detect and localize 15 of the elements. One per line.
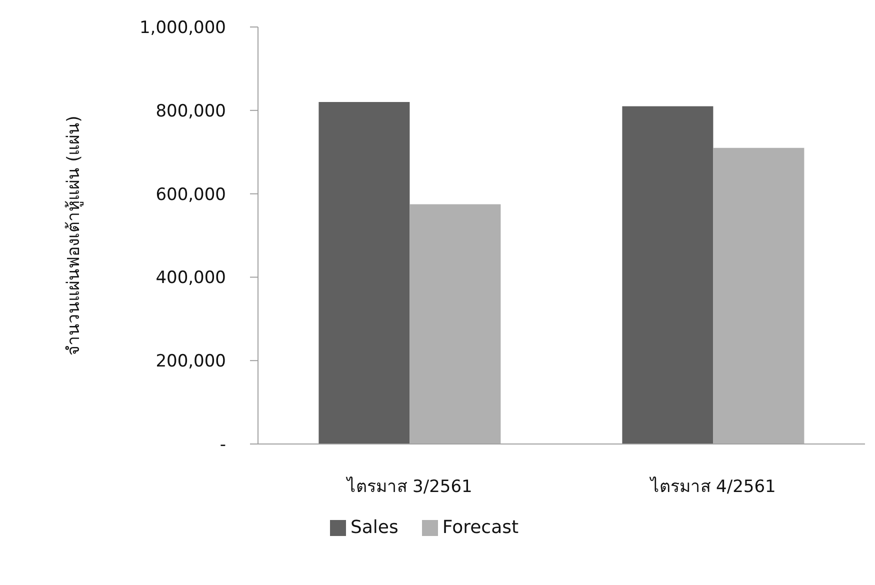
- x-tick-label: ไตรมาส 4/2561: [648, 476, 776, 498]
- bar: [410, 204, 501, 444]
- legend-label: Sales: [350, 517, 398, 538]
- y-axis-title: จำนวนแผ่นฟองเต้าหู้แผ่น (แผ่น): [64, 116, 84, 356]
- bar: [318, 102, 410, 444]
- y-tick-label: -: [220, 435, 226, 456]
- y-tick-label: 600,000: [156, 184, 226, 205]
- y-tick-label: 400,000: [156, 268, 226, 288]
- x-tick-label: ไตรมาส 3/2561: [345, 476, 472, 498]
- y-tick-label: 200,000: [156, 352, 226, 372]
- bar: [713, 148, 804, 444]
- y-tick-label: 1,000,000: [139, 18, 226, 38]
- y-tick-label: 800,000: [156, 101, 226, 122]
- bar: [622, 106, 714, 444]
- legend-label: Forecast: [442, 517, 519, 538]
